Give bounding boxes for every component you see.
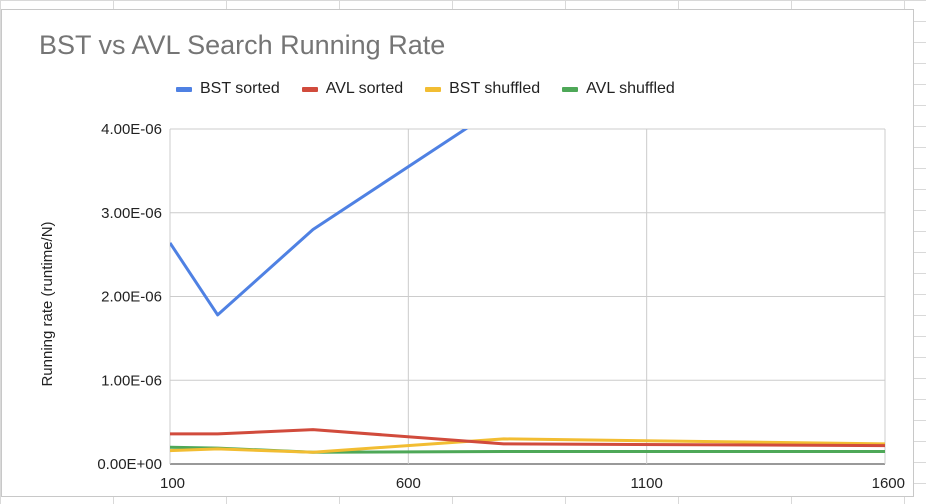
x-tick-label: 1600: [872, 475, 905, 492]
legend-label-bst-sorted: BST sorted: [200, 80, 280, 97]
x-tick-label: 1100: [631, 475, 663, 492]
y-tick-label: 3.00E-06: [101, 205, 162, 222]
series-lines: [170, 104, 885, 454]
grid-lines: [169, 128, 886, 465]
y-tick-label: 1.00E-06: [101, 372, 162, 389]
legend-label-avl-shuffled: AVL shuffled: [586, 80, 675, 97]
legend-label-bst-shuffled: BST shuffled: [449, 80, 541, 97]
x-tick-label: 100: [160, 475, 185, 492]
y-tick-label: 0.00E+00: [97, 456, 162, 473]
series-line-bst-sorted[interactable]: [170, 104, 504, 317]
legend-swatch-avl-sorted: [301, 86, 318, 92]
series-line-bst-shuffled[interactable]: [170, 437, 885, 454]
y-tick-label: 2.00E-06: [101, 289, 162, 306]
chart-legend: BST sorted AVL sorted BST shuffled AVL s…: [176, 80, 675, 98]
legend-swatch-bst-sorted: [176, 86, 192, 92]
chart-title: BST vs AVL Search Running Rate: [39, 30, 446, 60]
legend-item-avl-sorted: AVL sorted: [301, 80, 404, 98]
x-tick-label: 600: [396, 475, 421, 492]
legend-swatch-bst-shuffled: [425, 86, 442, 92]
y-axis-title: Running rate (runtime/N): [39, 221, 56, 386]
legend-item-avl-shuffled: AVL shuffled: [562, 80, 675, 98]
tick-labels: 0.00E+00 1.00E-06 2.00E-06 3.00E-06 4.00E-06…: [97, 121, 905, 492]
legend-label-avl-sorted: AVL sorted: [325, 80, 404, 97]
legend-item-bst-sorted: BST sorted: [176, 80, 280, 98]
chart-container[interactable]: [1, 9, 914, 497]
legend-item-bst-shuffled: BST shuffled: [425, 80, 540, 98]
series-line-avl-sorted[interactable]: [170, 428, 885, 448]
y-tick-label: 4.00E-06: [101, 121, 162, 138]
legend-swatch-avl-shuffled: [562, 86, 579, 92]
